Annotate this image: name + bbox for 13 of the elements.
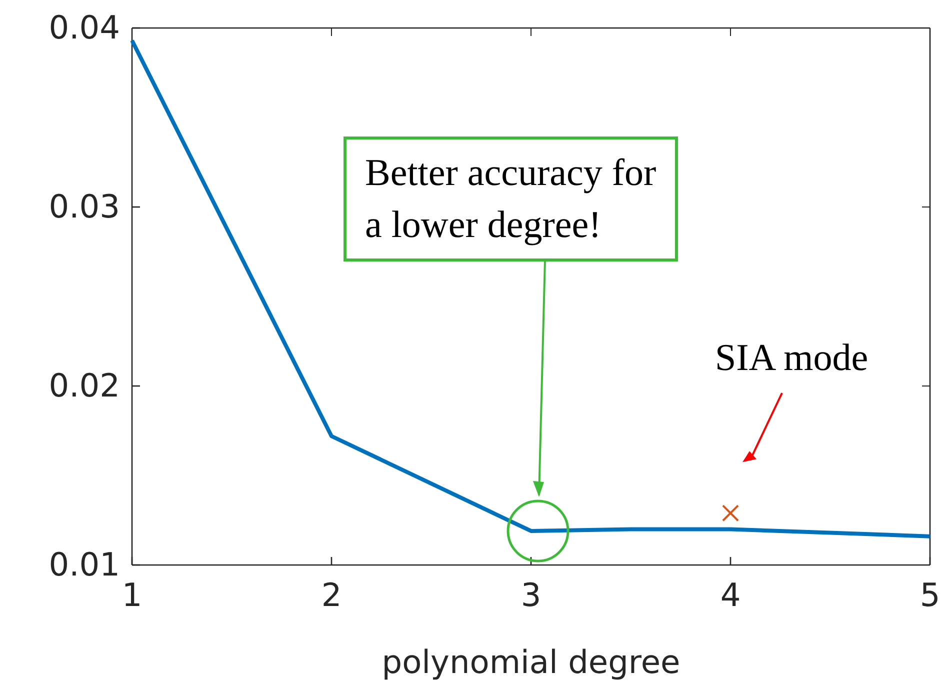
x-tick-label: 4 — [720, 576, 741, 614]
annotation: SIA mode — [715, 337, 868, 379]
x-tick-label: 5 — [920, 576, 940, 614]
x-axis-title: polynomial degree — [382, 643, 680, 681]
y-tick-label: 0.03 — [48, 187, 120, 226]
y-tick-label: 0.02 — [48, 366, 120, 404]
y-tick-label: 0.04 — [48, 8, 120, 46]
x-tick-label: 1 — [122, 576, 142, 614]
y-tick-label: 0.01 — [48, 545, 120, 584]
x-tick-label: 2 — [321, 576, 342, 614]
x-tick-label: 3 — [520, 576, 542, 614]
line-series — [130, 38, 932, 538]
annotation: Better accuracy for a lower degree! — [365, 152, 656, 246]
